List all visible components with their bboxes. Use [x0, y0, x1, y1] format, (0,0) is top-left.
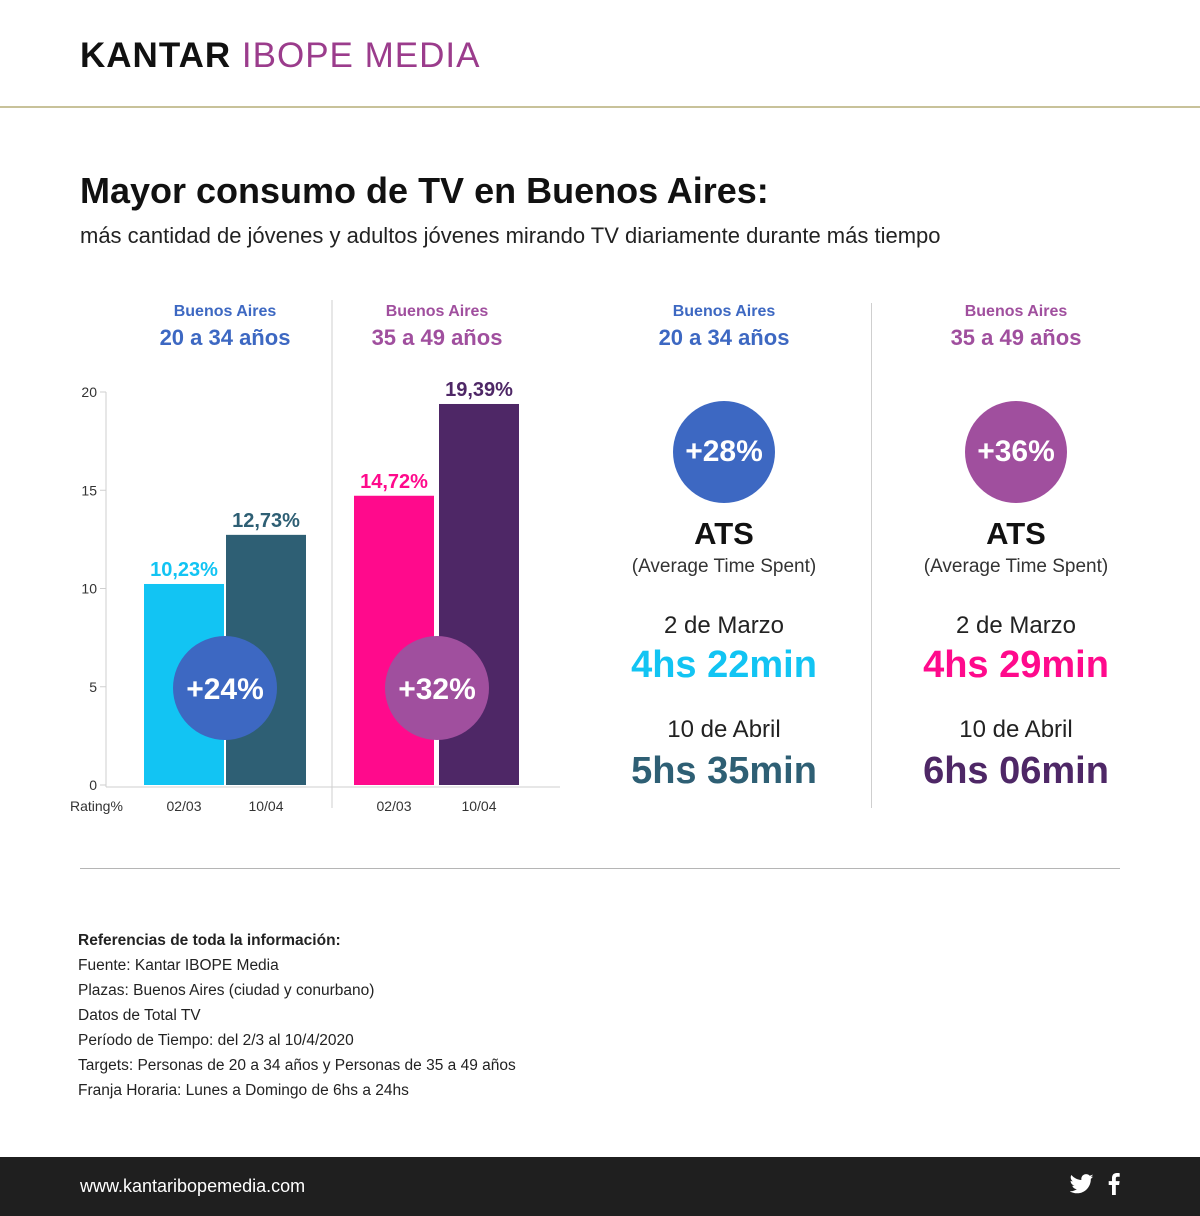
- chart-group-1-line2: 20 a 34 años: [159, 325, 291, 350]
- social-links: [1069, 1173, 1120, 1200]
- bar-value-label: 10,23%: [150, 559, 218, 581]
- y-axis-label: Rating%: [70, 798, 123, 814]
- ats-2-growth-badge: +36%: [965, 401, 1067, 503]
- ats-header-1: Buenos Aires 20 a 34 años: [614, 304, 834, 349]
- growth-badge: [173, 636, 277, 740]
- ats-1-date-2: 10 de Abril: [667, 716, 781, 743]
- page-title: Mayor consumo de TV en Buenos Aires:: [80, 170, 769, 211]
- ats-2-date-1: 2 de Marzo: [955, 612, 1077, 639]
- brand-name-part1: KANTAR: [80, 36, 232, 75]
- ats-2-value-2: 6hs 06min: [923, 750, 1109, 792]
- reference-item: Datos de Total TV: [78, 1007, 201, 1024]
- ats-1-label: ATS: [694, 516, 754, 551]
- bar-value-label: 14,72%: [360, 471, 428, 493]
- ats-1-growth-badge: +28%: [673, 401, 775, 503]
- bar-value-label: 19,39%: [445, 379, 513, 401]
- ats-1-value-2: 5hs 35min: [631, 750, 817, 792]
- chart-group-header-2: Buenos Aires 35 a 49 años: [327, 304, 547, 349]
- growth-badge-label: +32%: [398, 673, 476, 706]
- facebook-icon[interactable]: [1108, 1173, 1120, 1200]
- reference-item: Período de Tiempo: del 2/3 al 10/4/2020: [78, 1032, 354, 1049]
- ats-1-value-1: 4hs 22min: [631, 644, 817, 686]
- brand-name-part2: IBOPE MEDIA: [241, 36, 481, 75]
- page-subtitle: más cantidad de jóvenes y adultos jóvene…: [80, 223, 941, 248]
- ats-2-line1: Buenos Aires: [964, 303, 1068, 320]
- reference-item: Plazas: Buenos Aires (ciudad y conurbano…: [78, 982, 375, 999]
- y-tick-label: 15: [81, 482, 97, 498]
- growth-badge: [385, 636, 489, 740]
- ats-divider: [871, 303, 872, 808]
- reference-item: Fuente: Kantar IBOPE Media: [78, 957, 279, 974]
- section-divider: [80, 868, 1120, 869]
- ats-1-sublabel: (Average Time Spent): [631, 556, 817, 577]
- y-tick-label: 5: [89, 679, 97, 695]
- x-tick-label: 10/04: [461, 798, 496, 814]
- website-link[interactable]: www.kantaribopemedia.com: [80, 1176, 306, 1196]
- chart-group-2-line1: Buenos Aires: [385, 303, 489, 320]
- y-tick-label: 10: [81, 581, 97, 597]
- references-block: Referencias de toda la información: Fuen…: [78, 928, 516, 1103]
- header-divider: [0, 106, 1200, 108]
- y-tick-label: 0: [89, 777, 97, 793]
- reference-item: Franja Horaria: Lunes a Domingo de 6hs a…: [78, 1082, 409, 1099]
- ats-2-value-1: 4hs 29min: [923, 644, 1109, 686]
- twitter-icon[interactable]: [1069, 1174, 1094, 1199]
- growth-badge-label: +24%: [186, 673, 264, 706]
- chart-group-2-line2: 35 a 49 años: [371, 325, 503, 350]
- footer-bar: www.kantaribopemedia.com: [0, 1157, 1200, 1216]
- ats-1-line1: Buenos Aires: [672, 303, 776, 320]
- ats-2-date-2: 10 de Abril: [959, 716, 1073, 743]
- bar-value-label: 12,73%: [232, 510, 300, 532]
- rating-bar-chart: 0 5 10 15 20 Rating% 10,23% 02/03 12,73% 10/04 +…: [70, 300, 560, 814]
- x-tick-label: 02/03: [376, 798, 411, 814]
- ats-2-sublabel: (Average Time Spent): [923, 556, 1109, 577]
- reference-item: Targets: Personas de 20 a 34 años y Pers…: [78, 1057, 516, 1074]
- y-tick-label: 20: [81, 384, 97, 400]
- ats-header-2: Buenos Aires 35 a 49 años: [906, 304, 1126, 349]
- chart-group-1-line1: Buenos Aires: [173, 303, 277, 320]
- references-title: Referencias de toda la información:: [78, 932, 341, 949]
- ats-1-date-1: 2 de Marzo: [663, 612, 785, 639]
- ats-1-line2: 20 a 34 años: [658, 325, 790, 350]
- ats-2-label: ATS: [986, 516, 1046, 551]
- x-tick-label: 02/03: [166, 798, 201, 814]
- chart-group-header-1: Buenos Aires 20 a 34 años: [115, 304, 335, 349]
- ats-2-line2: 35 a 49 años: [950, 325, 1082, 350]
- brand-logo: KANTAR IBOPE MEDIA: [80, 36, 480, 76]
- x-tick-label: 10/04: [248, 798, 283, 814]
